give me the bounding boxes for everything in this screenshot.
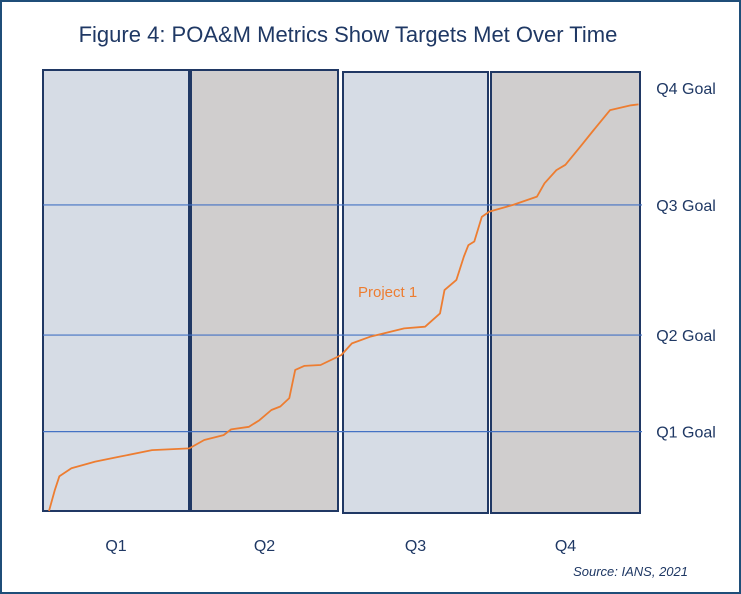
series-label-project-1: Project 1	[358, 284, 417, 301]
x-tick-label-q1: Q1	[105, 538, 126, 555]
source-note: Source: IANS, 2021	[573, 564, 688, 579]
goal-label-q2: Q2 Goal	[656, 328, 716, 345]
quarter-panel-q1	[42, 69, 190, 512]
series-line-project-1	[48, 103, 639, 512]
x-tick-label-q4: Q4	[555, 538, 576, 555]
quarter-panel-q3	[342, 71, 489, 514]
quarter-panel-q4	[490, 71, 641, 514]
goal-label-q1: Q1 Goal	[656, 425, 716, 442]
goal-label-q4: Q4 Goal	[656, 81, 716, 98]
goal-label-q3: Q3 Goal	[656, 198, 716, 215]
x-tick-label-q3: Q3	[405, 538, 426, 555]
x-tick-label-q2: Q2	[254, 538, 275, 555]
chart-title: Figure 4: POA&M Metrics Show Targets Met…	[79, 22, 618, 47]
quarter-panel-q2	[190, 69, 339, 512]
